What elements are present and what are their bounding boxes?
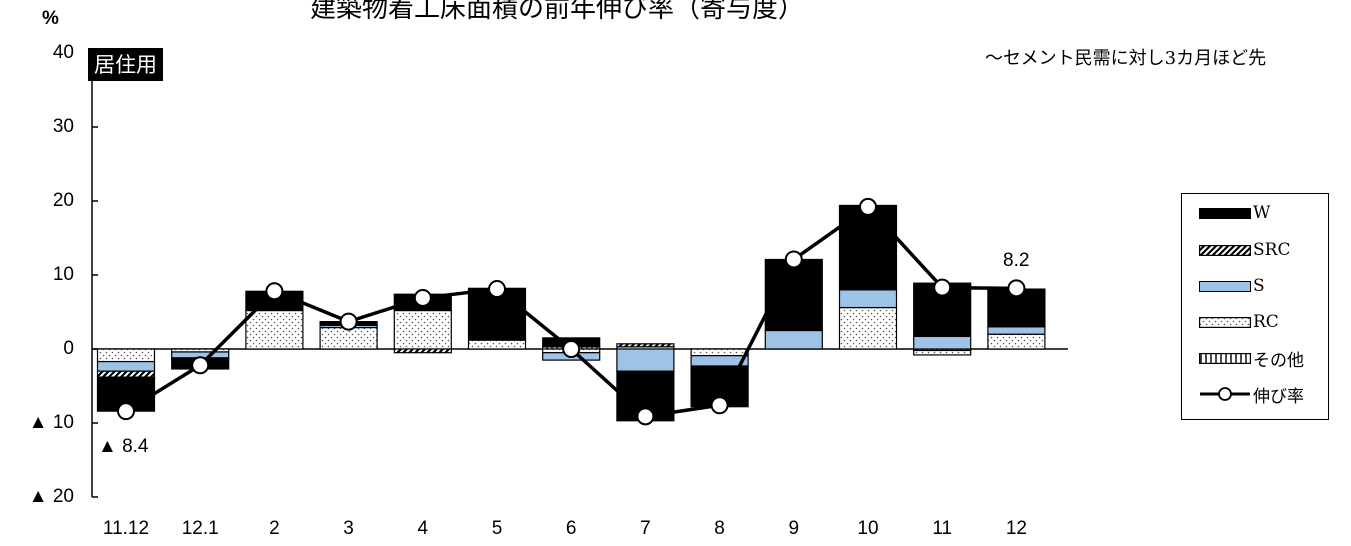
legend-item-other: その他 <box>1199 348 1304 371</box>
bar-rc-8 <box>690 348 749 357</box>
growth-rate-point-12 <box>1007 279 1026 298</box>
bar-rc-12 <box>987 333 1046 350</box>
growth-rate-point-11.12 <box>117 402 135 421</box>
bar-s-7 <box>616 348 675 372</box>
y-axis-unit: % <box>42 8 59 29</box>
growth-rate-point-3 <box>339 312 358 331</box>
legend-item-growth: 伸び率 <box>1199 384 1304 407</box>
bar-rc-3 <box>319 326 378 350</box>
legend-label-src: SRC <box>1253 240 1291 260</box>
chart-title: 建築物着工床面積の前年伸び率（寄与度） <box>310 0 805 24</box>
x-tick-label: 12 <box>1005 518 1027 539</box>
legend-label-s: S <box>1253 276 1265 296</box>
growth-rate-point-12.1 <box>191 356 210 375</box>
legend-item-rc: RC <box>1199 312 1279 332</box>
data-label-last: 8.2 <box>1003 250 1030 271</box>
x-tick-label: 12.1 <box>181 518 219 539</box>
x-tick-label: 11 <box>932 518 953 539</box>
legend-label-growth: 伸び率 <box>1253 386 1304 407</box>
growth-rate-point-6 <box>562 340 581 358</box>
x-tick-label: 3 <box>343 518 354 539</box>
y-tick-label: 40 <box>52 42 74 63</box>
x-tick-label: 8 <box>714 518 725 539</box>
legend-label-rc: RC <box>1253 312 1279 332</box>
x-tick-label: 11.12 <box>102 518 150 539</box>
bar-w-10 <box>838 204 898 291</box>
bar-rc-11.12 <box>96 348 156 363</box>
growth-rate-point-8 <box>710 396 729 415</box>
bar-rc-2 <box>245 309 304 350</box>
y-tick-label: ▲ 10 <box>28 412 74 433</box>
bar-s-12 <box>987 326 1046 335</box>
legend-swatch-s <box>1199 280 1251 292</box>
legend-item-w: W <box>1199 203 1270 223</box>
bar-rc-4 <box>393 309 452 350</box>
x-tick-label: 10 <box>857 518 879 539</box>
y-tick-label: 10 <box>52 264 74 285</box>
bar-src-11.12 <box>96 370 156 378</box>
panel-label: 居住用 <box>88 48 163 81</box>
legend-swatch-other <box>1199 352 1251 364</box>
x-tick-label: 2 <box>269 518 280 539</box>
bar-s-10 <box>838 289 898 309</box>
x-tick-label: 4 <box>417 518 429 539</box>
x-tick-label: 5 <box>491 518 503 539</box>
growth-rate-point-10 <box>859 197 877 216</box>
growth-rate-point-11 <box>933 278 952 297</box>
growth-rate-point-4 <box>413 288 432 307</box>
bar-rc-10 <box>838 306 898 350</box>
y-tick-label: 20 <box>52 190 74 211</box>
bar-s-9 <box>764 329 823 350</box>
chart-subtitle: ～セメント民需に対し3カ月ほど先 <box>985 48 1267 69</box>
legend-label-other: その他 <box>1253 350 1304 371</box>
legend-item-src: SRC <box>1199 240 1290 260</box>
bar-src-4 <box>393 348 452 354</box>
legend: W SRC S RC その他 伸び率 <box>1181 193 1329 420</box>
growth-rate-point-2 <box>265 282 284 301</box>
bar-rc-11 <box>913 349 972 356</box>
growth-rate-point-5 <box>488 280 506 299</box>
legend-item-s: S <box>1199 276 1265 296</box>
bar-src-7 <box>616 343 675 348</box>
x-tick-label: 7 <box>640 518 651 539</box>
x-tick-label: 9 <box>788 518 800 539</box>
growth-rate-point-9 <box>784 250 803 269</box>
legend-label-w: W <box>1253 203 1271 223</box>
y-tick-label: 30 <box>52 116 74 137</box>
x-tick-label: 6 <box>565 518 577 539</box>
legend-swatch-w <box>1199 207 1251 219</box>
legend-swatch-growth <box>1200 387 1250 401</box>
bar-rc-5 <box>467 339 527 350</box>
bar-s-11.12 <box>96 360 156 372</box>
legend-swatch-src <box>1199 244 1251 256</box>
data-label-first: ▲ 8.4 <box>98 436 149 457</box>
growth-rate-point-7 <box>636 407 655 426</box>
legend-swatch-rc <box>1199 316 1251 328</box>
y-tick-label: 0 <box>63 338 74 359</box>
y-tick-label: ▲ 20 <box>28 486 74 507</box>
bar-s-11 <box>913 335 972 350</box>
